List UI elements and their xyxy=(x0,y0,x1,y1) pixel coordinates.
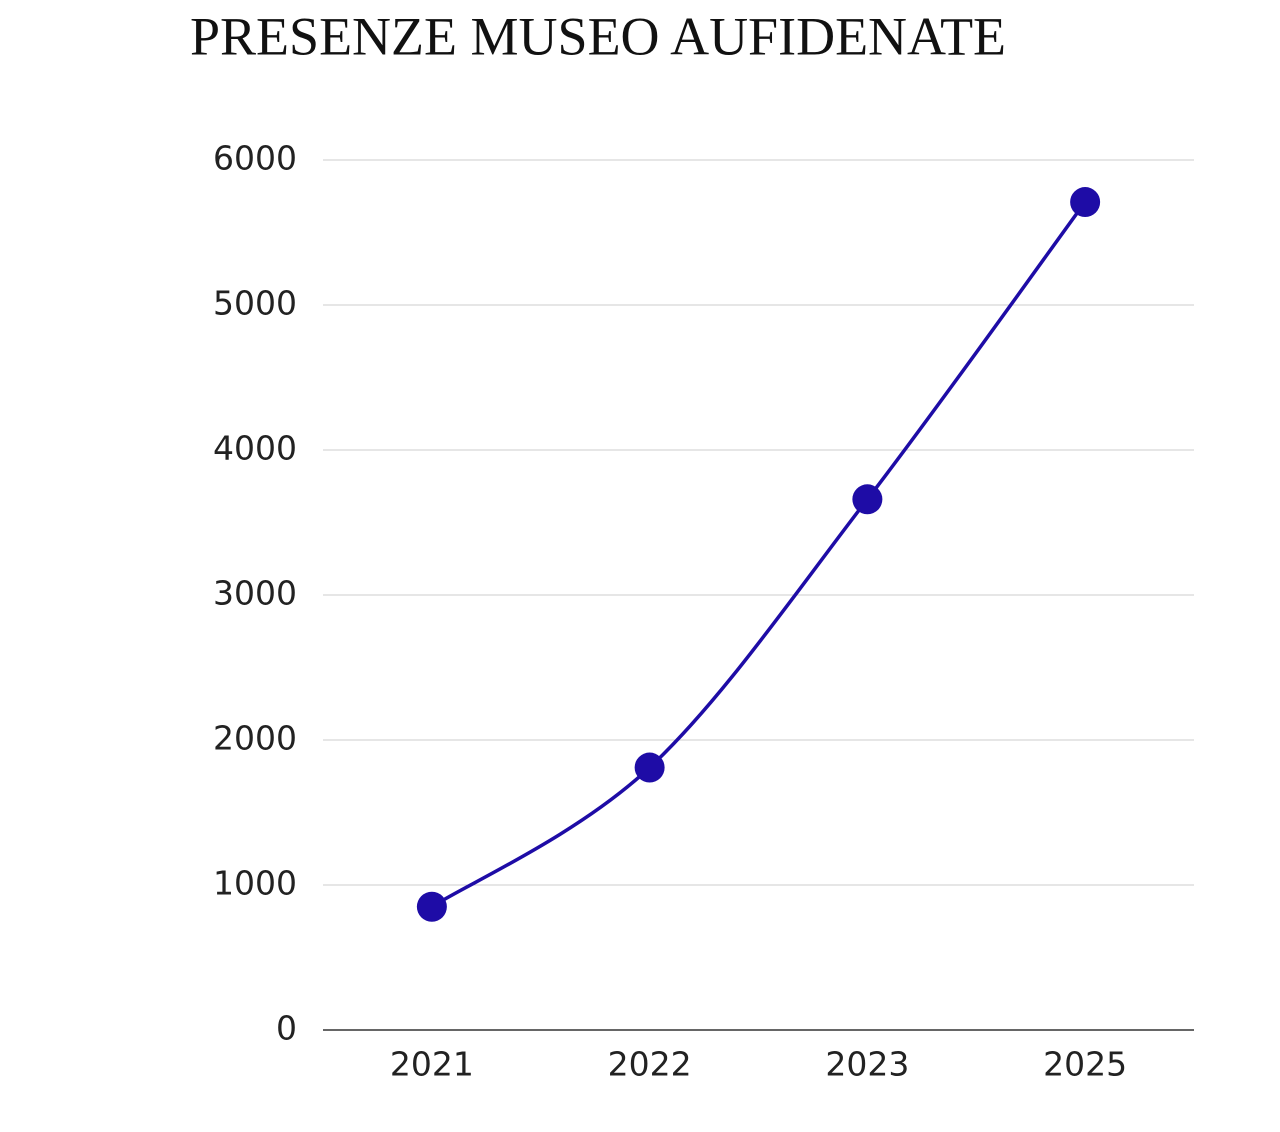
y-tick-label: 3000 xyxy=(213,574,297,613)
y-tick-label: 2000 xyxy=(213,719,297,758)
chart-title: PRESENZE MUSEO AUFIDENATE xyxy=(190,6,1006,66)
y-tick-label: 1000 xyxy=(213,864,297,903)
y-tick-label: 5000 xyxy=(213,284,297,323)
point xyxy=(852,484,883,515)
x-tick-label: 2025 xyxy=(1043,1045,1127,1084)
y-tick-label: 0 xyxy=(276,1009,297,1048)
line xyxy=(430,201,1087,909)
point xyxy=(416,891,447,922)
x-tick-label: 2021 xyxy=(390,1045,474,1084)
x-tick-label: 2023 xyxy=(825,1045,909,1084)
y-tick-label: 6000 xyxy=(213,139,297,178)
y-tick-label: 4000 xyxy=(213,429,297,468)
point xyxy=(634,752,665,783)
point xyxy=(1070,187,1101,218)
x-tick-label: 2022 xyxy=(608,1045,692,1084)
